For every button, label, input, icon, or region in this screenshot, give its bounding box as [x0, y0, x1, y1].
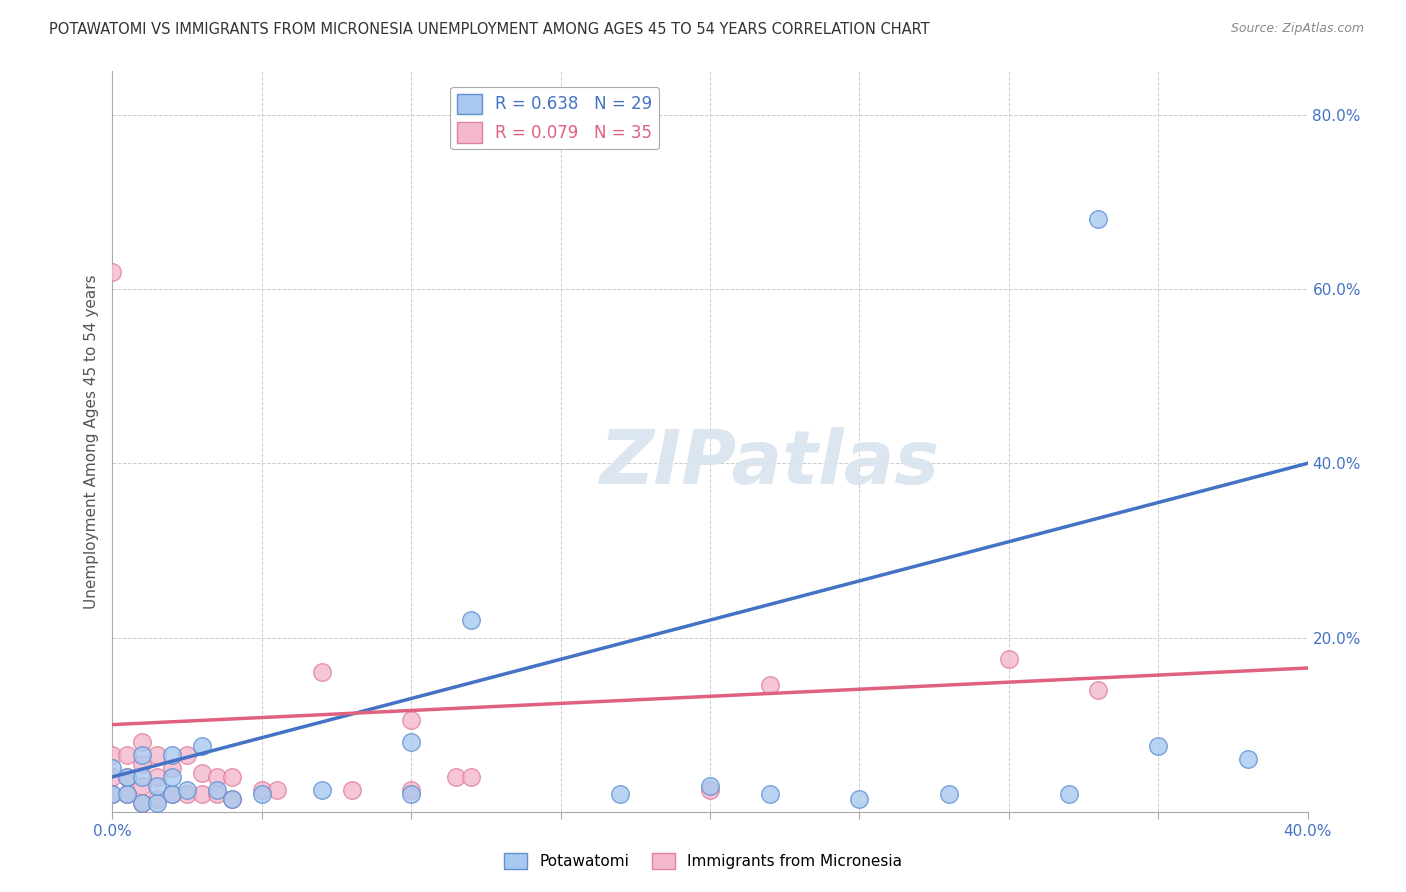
Point — [759, 678, 782, 692]
Point — [699, 783, 721, 797]
Point — [221, 770, 243, 784]
Point — [205, 783, 228, 797]
Point — [759, 787, 782, 801]
Point — [101, 748, 124, 763]
Point — [101, 265, 124, 279]
Point — [1237, 752, 1260, 766]
Point — [401, 735, 423, 749]
Point — [1057, 787, 1080, 801]
Point — [176, 783, 198, 797]
Y-axis label: Unemployment Among Ages 45 to 54 years: Unemployment Among Ages 45 to 54 years — [83, 274, 98, 609]
Point — [146, 748, 169, 763]
Point — [117, 770, 139, 784]
Point — [162, 748, 183, 763]
Point — [131, 779, 153, 793]
Point — [131, 748, 153, 763]
Point — [131, 796, 153, 810]
Point — [460, 770, 482, 784]
Point — [146, 779, 169, 793]
Point — [146, 791, 169, 805]
Point — [250, 783, 273, 797]
Point — [1087, 212, 1109, 227]
Point — [191, 739, 214, 754]
Point — [101, 761, 124, 775]
Point — [1147, 739, 1170, 754]
Point — [266, 783, 288, 797]
Point — [311, 665, 333, 680]
Legend: Potawatomi, Immigrants from Micronesia: Potawatomi, Immigrants from Micronesia — [498, 847, 908, 875]
Point — [221, 791, 243, 805]
Point — [401, 783, 423, 797]
Text: POTAWATOMI VS IMMIGRANTS FROM MICRONESIA UNEMPLOYMENT AMONG AGES 45 TO 54 YEARS : POTAWATOMI VS IMMIGRANTS FROM MICRONESIA… — [49, 22, 929, 37]
Point — [444, 770, 467, 784]
Point — [117, 748, 139, 763]
Point — [162, 787, 183, 801]
Point — [101, 787, 124, 801]
Legend: R = 0.638   N = 29, R = 0.079   N = 35: R = 0.638 N = 29, R = 0.079 N = 35 — [450, 87, 659, 150]
Point — [131, 770, 153, 784]
Point — [131, 796, 153, 810]
Point — [460, 613, 482, 627]
Point — [191, 787, 214, 801]
Point — [146, 796, 169, 810]
Point — [131, 756, 153, 771]
Point — [162, 770, 183, 784]
Point — [340, 783, 363, 797]
Point — [117, 770, 139, 784]
Point — [176, 748, 198, 763]
Point — [221, 791, 243, 805]
Point — [101, 787, 124, 801]
Point — [205, 770, 228, 784]
Point — [117, 787, 139, 801]
Point — [191, 765, 214, 780]
Point — [162, 761, 183, 775]
Point — [699, 779, 721, 793]
Point — [401, 713, 423, 727]
Point — [162, 787, 183, 801]
Point — [1087, 682, 1109, 697]
Point — [311, 783, 333, 797]
Point — [848, 791, 870, 805]
Point — [401, 787, 423, 801]
Point — [176, 787, 198, 801]
Point — [609, 787, 631, 801]
Point — [131, 735, 153, 749]
Text: Source: ZipAtlas.com: Source: ZipAtlas.com — [1230, 22, 1364, 36]
Point — [998, 652, 1021, 666]
Point — [117, 787, 139, 801]
Point — [101, 770, 124, 784]
Point — [146, 770, 169, 784]
Point — [938, 787, 960, 801]
Text: ZIPatlas: ZIPatlas — [600, 427, 939, 500]
Point — [205, 787, 228, 801]
Point — [250, 787, 273, 801]
